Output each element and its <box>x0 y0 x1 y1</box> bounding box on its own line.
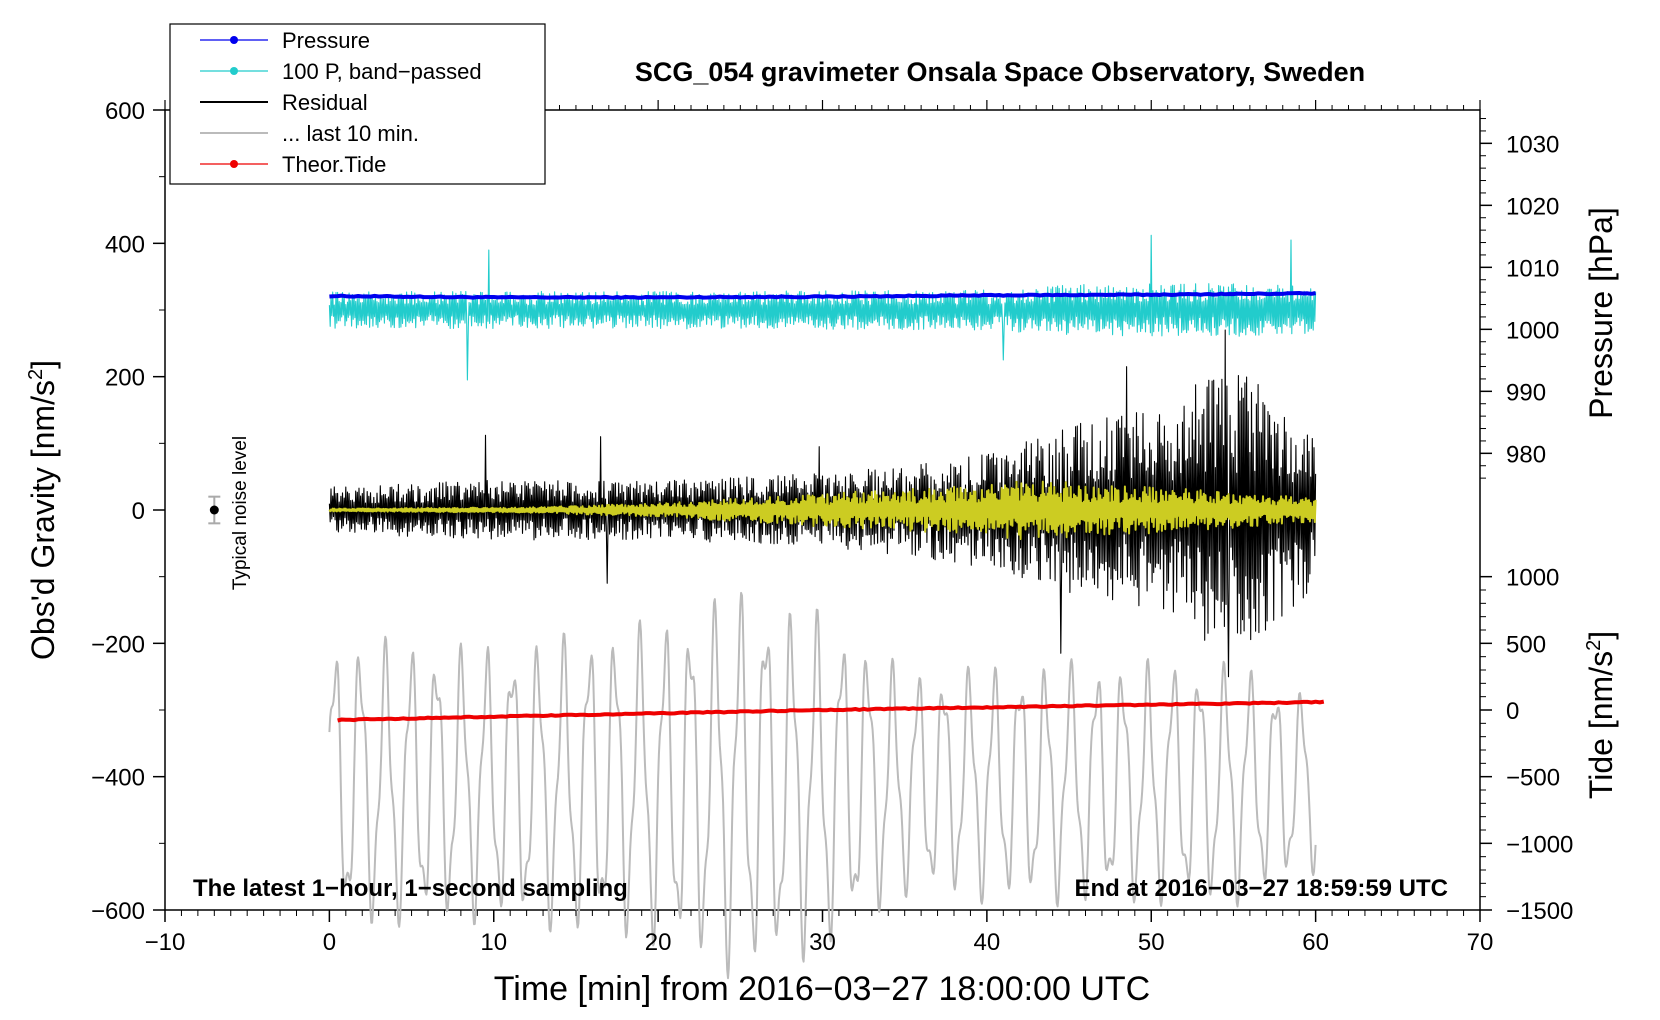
y-left-tick-label: −400 <box>91 765 145 792</box>
series-layer <box>208 234 1325 980</box>
y-left-tick-label: −200 <box>91 631 145 658</box>
x-tick-label: 30 <box>809 929 836 956</box>
y-axis-right-top-label: Pressure [hPa] <box>1583 207 1619 419</box>
legend-entries: Pressure 100 P, band−passed Residual ... la… <box>200 28 482 177</box>
series-pressure <box>329 291 1316 300</box>
y-right-label-end: ] <box>1583 631 1619 640</box>
legend-marker <box>230 160 238 168</box>
x-axis-label: Time [min] from 2016−03−27 18:00:00 UTC <box>494 970 1150 1008</box>
y-pressure-tick-label: 980 <box>1506 441 1546 468</box>
y-left-label-main: Obs'd Gravity [nm/s <box>25 380 61 660</box>
y-left-tick-label: 0 <box>132 498 145 525</box>
legend-marker <box>230 36 238 44</box>
x-tick-label: 20 <box>645 929 672 956</box>
y-tide-tick-label: 1000 <box>1506 565 1559 592</box>
y-pressure-tick-label: 1010 <box>1506 255 1559 282</box>
series-last-10-min <box>328 591 1317 980</box>
y-tide-tick-label: −1000 <box>1506 831 1573 858</box>
series-theor-tide <box>337 699 1325 723</box>
series-residual-smoothed <box>328 480 1317 541</box>
x-tick-label: 70 <box>1467 929 1494 956</box>
x-tick-label: 60 <box>1302 929 1329 956</box>
annotation-end-time: End at 2016−03−27 18:59:59 UTC <box>1074 875 1448 902</box>
x-tick-label: 10 <box>480 929 507 956</box>
y-tide-tick-label: 0 <box>1506 698 1519 725</box>
y-pressure-tick-label: 1000 <box>1506 317 1559 344</box>
legend-label: ... last 10 min. <box>282 121 419 146</box>
y-pressure-tick-label: 1020 <box>1506 193 1559 220</box>
legend-box <box>169 23 546 185</box>
y-left-tick-label: −600 <box>91 898 145 925</box>
legend: Pressure 100 P, band−passed Residual ... la… <box>169 23 546 185</box>
y-axis-right-bottom-label: Tide [nm/s2] <box>1583 631 1619 799</box>
legend-label: Theor.Tide <box>282 152 386 177</box>
series-residual <box>328 329 1317 678</box>
x-tick-label: 0 <box>323 929 336 956</box>
legend-marker <box>230 67 238 75</box>
y-left-tick-label: 400 <box>105 231 145 258</box>
y-left-label-end: ] <box>25 360 61 369</box>
x-tick-label: −10 <box>145 929 186 956</box>
x-tick-label: 50 <box>1138 929 1165 956</box>
legend-label: 100 P, band−passed <box>282 59 482 84</box>
annotation-sampling: The latest 1−hour, 1−second sampling <box>193 875 628 902</box>
chart-title: SCG_054 gravimeter Onsala Space Observat… <box>635 57 1365 87</box>
y-pressure-tick-label: 1030 <box>1506 131 1559 158</box>
x-tick-label: 40 <box>974 929 1001 956</box>
y-tide-tick-label: 500 <box>1506 631 1546 658</box>
axis-layer: −10 0 10 20 30 40 50 60 706004002000−200−400−600… <box>91 98 1573 956</box>
series-100-p-band-passed <box>328 234 1317 381</box>
y-tide-tick-label: −1500 <box>1506 898 1573 925</box>
y-pressure-tick-label: 990 <box>1506 379 1546 406</box>
noise-bar-point <box>209 505 219 515</box>
y-right-label-sup: 2 <box>1583 640 1605 651</box>
legend-label: Residual <box>282 90 368 115</box>
noise-level-label: Typical noise level <box>230 436 251 590</box>
y-left-label-sup: 2 <box>25 369 47 380</box>
legend-label: Pressure <box>282 28 370 53</box>
y-axis-left-label: Obs'd Gravity [nm/s2] <box>25 360 61 660</box>
y-right-label-main: Tide [nm/s <box>1583 651 1619 799</box>
y-left-tick-label: 200 <box>105 365 145 392</box>
y-left-tick-label: 600 <box>105 98 145 125</box>
y-tide-tick-label: −500 <box>1506 765 1560 792</box>
